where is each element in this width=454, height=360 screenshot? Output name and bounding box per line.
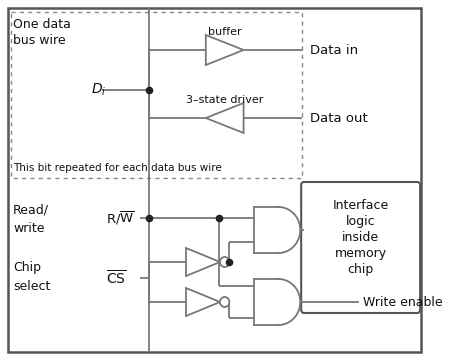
Text: R/$\overline{\rm W}$: R/$\overline{\rm W}$	[106, 210, 134, 227]
Polygon shape	[206, 35, 244, 65]
Text: This bit repeated for each data bus wire: This bit repeated for each data bus wire	[13, 163, 222, 173]
Text: Chip: Chip	[13, 261, 41, 274]
Polygon shape	[206, 103, 244, 133]
Text: Write enable: Write enable	[363, 296, 442, 309]
Text: $\overline{\rm CS}$: $\overline{\rm CS}$	[106, 269, 126, 287]
Text: select: select	[13, 279, 50, 292]
Circle shape	[220, 257, 229, 267]
Text: 3–state driver: 3–state driver	[186, 95, 263, 105]
Text: Interface: Interface	[332, 198, 389, 212]
Polygon shape	[186, 248, 220, 276]
Text: inside: inside	[342, 230, 379, 243]
Polygon shape	[186, 288, 220, 316]
Text: Data in: Data in	[310, 44, 358, 57]
Text: buffer: buffer	[208, 27, 242, 37]
Text: logic: logic	[346, 215, 375, 228]
Text: Read/: Read/	[13, 203, 49, 216]
Text: $D_i$: $D_i$	[91, 82, 106, 98]
Bar	[11, 12, 302, 178]
Text: write: write	[13, 221, 44, 234]
Text: bus wire: bus wire	[13, 33, 66, 46]
Text: One data: One data	[13, 18, 71, 31]
Circle shape	[220, 297, 229, 307]
Text: chip: chip	[347, 262, 374, 275]
Text: memory: memory	[335, 247, 387, 260]
Text: Data out: Data out	[310, 112, 367, 125]
